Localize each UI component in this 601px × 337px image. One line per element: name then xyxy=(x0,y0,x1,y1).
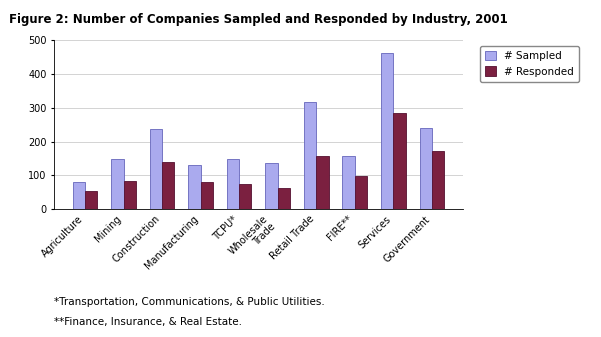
Bar xyxy=(85,191,97,209)
Bar xyxy=(162,162,174,209)
Bar xyxy=(355,176,367,209)
Bar xyxy=(201,182,213,209)
Bar xyxy=(227,159,239,209)
Bar xyxy=(343,156,355,209)
Text: *Transportation, Communications, & Public Utilities.: *Transportation, Communications, & Publi… xyxy=(54,297,325,307)
Bar xyxy=(266,163,278,209)
Bar xyxy=(73,182,85,209)
Bar xyxy=(188,165,201,209)
Bar xyxy=(432,151,444,209)
Text: Figure 2: Number of Companies Sampled and Responded by Industry, 2001: Figure 2: Number of Companies Sampled an… xyxy=(9,13,508,27)
Text: **Finance, Insurance, & Real Estate.: **Finance, Insurance, & Real Estate. xyxy=(54,317,242,327)
Bar xyxy=(381,53,393,209)
Bar xyxy=(304,102,316,209)
Bar xyxy=(316,156,329,209)
Bar xyxy=(419,128,432,209)
Bar xyxy=(111,159,124,209)
Bar xyxy=(150,129,162,209)
Bar xyxy=(239,184,251,209)
Legend: # Sampled, # Responded: # Sampled, # Responded xyxy=(480,45,579,82)
Bar xyxy=(278,188,290,209)
Bar xyxy=(393,113,406,209)
Bar xyxy=(124,181,136,209)
